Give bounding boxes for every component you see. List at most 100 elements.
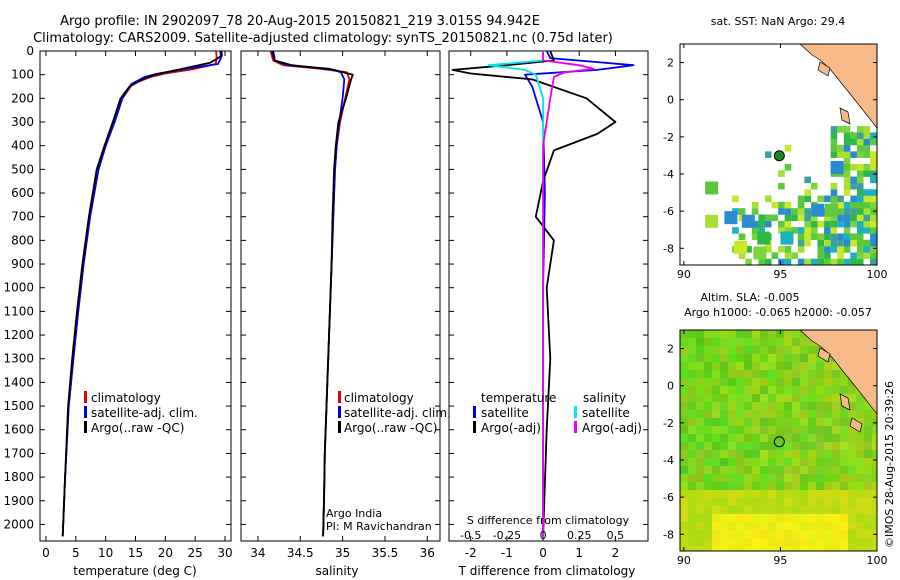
sla-cell xyxy=(776,426,784,434)
sla-cell xyxy=(784,538,792,546)
map-y-tick-label: 2 xyxy=(667,57,674,70)
sla-cell xyxy=(792,386,800,394)
sla-cell xyxy=(832,498,840,506)
sla-cell xyxy=(792,490,800,498)
sst-cell xyxy=(837,195,844,203)
sla-cell xyxy=(848,386,856,394)
sst-cell xyxy=(791,252,798,259)
sla-cell xyxy=(744,402,752,410)
sla-cell xyxy=(728,490,736,498)
sla-cell xyxy=(744,346,752,354)
sla-cell xyxy=(720,370,728,378)
sst-cell xyxy=(778,182,785,190)
sla-cell xyxy=(784,450,792,458)
sla-cell xyxy=(752,538,760,546)
sla-cell xyxy=(704,394,712,402)
sst-cell xyxy=(824,246,831,253)
sla-cell xyxy=(688,370,696,378)
sla-cell xyxy=(760,506,768,514)
sla-cell xyxy=(720,458,728,466)
difference-legend: temperature satellite Argo(-adj) salinit… xyxy=(473,391,642,435)
sst-cell xyxy=(856,252,864,259)
sla-cell xyxy=(704,514,712,522)
sla-cell xyxy=(824,538,832,546)
sla-cell xyxy=(736,330,744,338)
sst-cell xyxy=(830,151,838,158)
sst-cell xyxy=(843,151,851,158)
sst-cell xyxy=(850,252,857,259)
sla-cell xyxy=(792,450,800,458)
sla-cell xyxy=(816,370,824,378)
sla-cell xyxy=(832,370,840,378)
x-tick-label: 35 xyxy=(335,546,350,560)
sst-cell xyxy=(876,239,877,247)
sla-cell xyxy=(720,338,728,346)
sla-map-content xyxy=(680,330,877,551)
sst-cell xyxy=(856,195,864,203)
sla-cell xyxy=(872,434,877,442)
sla-cell xyxy=(816,466,824,474)
sla-cell xyxy=(696,450,704,458)
sla-cell xyxy=(840,434,848,442)
sla-cell xyxy=(688,474,696,482)
map-y-tick-label: -8 xyxy=(663,242,674,255)
sst-cell xyxy=(870,220,877,228)
sla-cell xyxy=(808,450,816,458)
sla-cell xyxy=(736,338,744,346)
x-tick-label: -2 xyxy=(465,546,477,560)
sst-cell xyxy=(850,176,857,184)
sla-cell xyxy=(768,530,776,538)
sla-cell xyxy=(872,538,877,546)
sla-cell xyxy=(720,546,728,551)
sla-cell xyxy=(736,466,744,474)
sla-cell xyxy=(824,402,832,410)
sla-cell xyxy=(712,346,720,354)
sla-cell xyxy=(736,458,744,466)
sla-cell xyxy=(856,418,864,426)
sla-cell xyxy=(832,442,840,450)
sla-cell xyxy=(840,378,848,386)
sla-cell xyxy=(824,482,832,490)
sla-cell xyxy=(704,442,712,450)
sla-cell xyxy=(760,530,768,538)
sla-cell xyxy=(856,402,864,410)
sla-cell xyxy=(696,474,704,482)
top-x-tick-label: 0.5 xyxy=(607,529,625,542)
depth-tick-label: 1000 xyxy=(3,281,34,295)
sst-cell xyxy=(843,246,851,253)
sla-cell xyxy=(728,394,736,402)
sla-cell xyxy=(800,362,808,370)
legend-swatch-climatology xyxy=(84,391,87,403)
sla-cell xyxy=(752,370,760,378)
sla-cell xyxy=(680,338,688,346)
sla-cell xyxy=(712,442,720,450)
sla-cell xyxy=(808,410,816,418)
sla-cell xyxy=(856,514,864,522)
sst-cell xyxy=(824,203,838,217)
sla-cell xyxy=(784,402,792,410)
sst-cell xyxy=(751,208,759,215)
depth-tick-label: 400 xyxy=(11,139,34,153)
sla-cell xyxy=(872,410,877,418)
sla-cell xyxy=(720,362,728,370)
sla-cell xyxy=(688,482,696,490)
sst-cell xyxy=(863,195,871,203)
sla-cell xyxy=(808,362,816,370)
sla-cell xyxy=(832,410,840,418)
sla-cell xyxy=(688,418,696,426)
sla-cell xyxy=(728,370,736,378)
sla-cell xyxy=(728,474,736,482)
sla-cell xyxy=(864,402,872,410)
sla-cell xyxy=(704,378,712,386)
sla-cell xyxy=(864,426,872,434)
sla-cell xyxy=(736,354,744,362)
sla-cell xyxy=(688,434,696,442)
sla-cell xyxy=(848,530,856,538)
sla-cell xyxy=(696,482,704,490)
sst-cell xyxy=(764,195,772,203)
sla-cell xyxy=(728,386,736,394)
depth-tick-label: 1900 xyxy=(3,494,34,508)
sla-cell xyxy=(800,490,808,498)
sla-cell xyxy=(840,458,848,466)
sla-cell xyxy=(808,354,816,362)
